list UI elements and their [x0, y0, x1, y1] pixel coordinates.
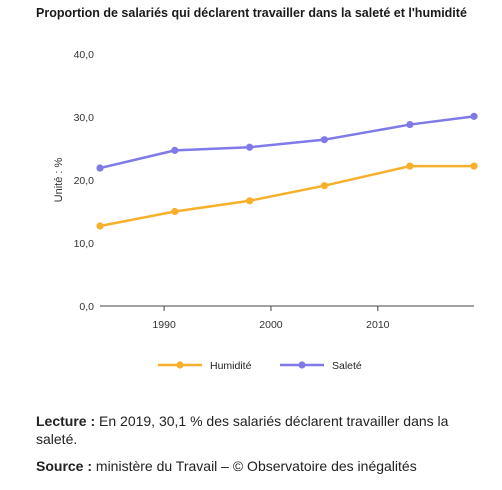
chart-axes: 0,0 10,0 20,0 30,0 40,0 1990 2000 2010 Unité : %	[53, 49, 474, 331]
chart-title: Proportion de salariés qui déclarent tra…	[36, 6, 467, 20]
chart-series	[96, 112, 478, 230]
source-text: ministère du Travail – © Observatoire de…	[92, 458, 417, 474]
lecture-note: Lecture : En 2019, 30,1 % des salariés d…	[36, 412, 486, 448]
x-tick-label-2: 2010	[366, 319, 390, 331]
source-note: Source : ministère du Travail – © Observ…	[36, 457, 486, 475]
lecture-text: En 2019, 30,1 % des salariés déclarent t…	[36, 413, 449, 447]
x-tick-label-1: 2000	[259, 319, 283, 331]
y-axis-title: Unité : %	[53, 157, 65, 202]
series-0-point-2	[246, 197, 254, 205]
chart-legend: Humidité Saleté	[158, 360, 362, 372]
series-0-point-4	[406, 162, 414, 170]
series-1-point-4	[406, 120, 414, 129]
chart-notes: Lecture : En 2019, 30,1 % des salariés d…	[36, 412, 486, 484]
x-tick-label-0: 1990	[152, 319, 176, 331]
series-1-point-1	[171, 146, 179, 154]
y-tick-label-3: 30,0	[74, 112, 95, 124]
series-0-point-3	[320, 182, 328, 190]
series-line-1	[99, 115, 475, 170]
series-0-point-1	[171, 207, 179, 216]
legend-marker-0	[176, 361, 184, 369]
series-1-point-3	[320, 136, 328, 144]
lecture-label: Lecture :	[36, 413, 96, 429]
line-chart: 0,0 10,0 20,0 30,0 40,0 1990 2000 2010 Unité : %…	[53, 49, 478, 372]
legend-marker-1	[298, 361, 306, 369]
series-line-0	[99, 164, 474, 228]
y-tick-label-4: 40,0	[74, 49, 95, 61]
source-label: Source :	[36, 458, 93, 474]
series-0-point-5	[470, 162, 478, 170]
series-1-point-2	[246, 143, 254, 151]
y-tick-label-2: 20,0	[74, 175, 95, 187]
series-1-point-0	[96, 164, 104, 172]
series-0-point-0	[96, 222, 104, 230]
y-tick-label-1: 10,0	[74, 238, 95, 250]
y-tick-label-0: 0,0	[79, 301, 94, 313]
series-1-point-5	[470, 112, 478, 120]
legend-label-1: Saleté	[332, 360, 362, 372]
legend-label-0: Humidité	[210, 360, 252, 372]
